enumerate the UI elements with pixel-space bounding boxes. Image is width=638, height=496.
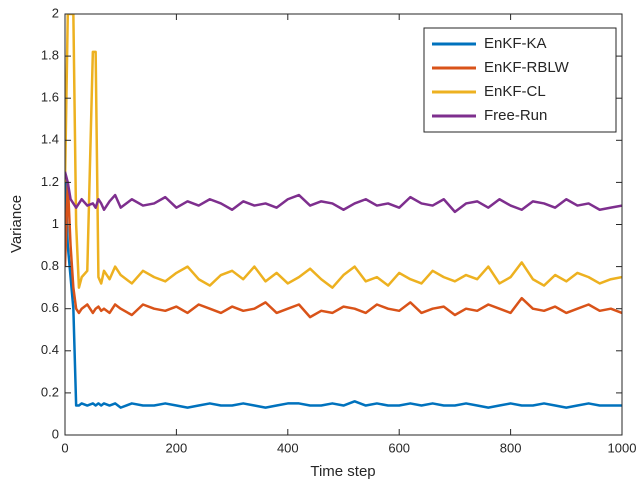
x-tick-label: 600 (388, 440, 410, 455)
y-tick-label: 1.8 (41, 48, 59, 63)
y-tick-label: 1.6 (41, 90, 59, 105)
y-tick-label: 0.8 (41, 258, 59, 273)
data-line (65, 171, 622, 214)
x-tick-label: 200 (166, 440, 188, 455)
x-axis-label: Time step (310, 463, 375, 480)
y-axis-label: Variance (8, 195, 25, 253)
data-line (65, 171, 622, 409)
y-tick-label: 1.4 (41, 132, 59, 147)
legend-label: Free-Run (484, 107, 547, 124)
legend-label: EnKF-RBLW (484, 59, 570, 76)
y-tick-label: 1 (52, 216, 59, 231)
x-tick-label: 800 (500, 440, 522, 455)
y-tick-label: 1.2 (41, 174, 59, 189)
y-tick-label: 0 (52, 426, 59, 441)
x-tick-label: 0 (61, 440, 68, 455)
x-tick-label: 400 (277, 440, 299, 455)
y-tick-label: 0.2 (41, 384, 59, 399)
data-line (65, 14, 622, 289)
y-tick-label: 2 (52, 5, 59, 20)
legend-label: EnKF-CL (484, 83, 546, 100)
y-tick-label: 0.4 (41, 342, 59, 357)
x-tick-label: 1000 (608, 440, 637, 455)
y-tick-label: 0.6 (41, 300, 59, 315)
lines (65, 14, 622, 409)
legend-label: EnKF-KA (484, 35, 547, 52)
data-line (65, 181, 622, 319)
